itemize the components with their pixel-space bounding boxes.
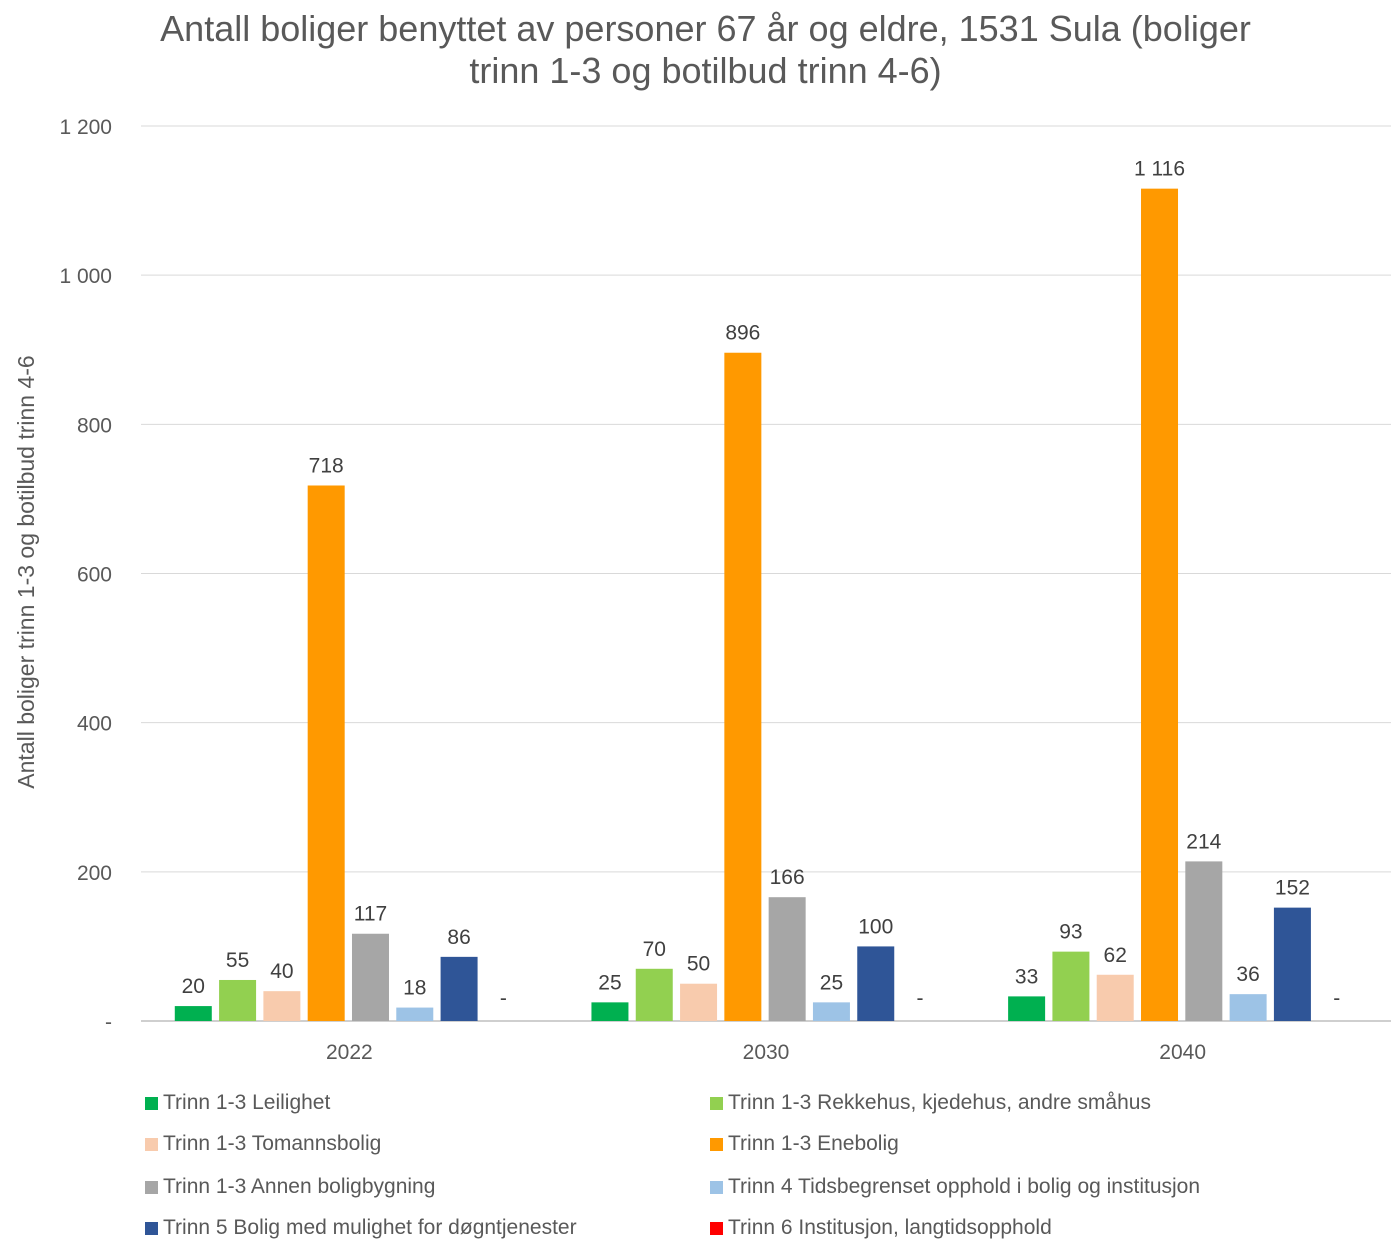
y-tick-label: -: [105, 1011, 112, 1034]
x-axis-ticks: 2022 2030 2040: [326, 1041, 1206, 1064]
data-label: 40: [270, 960, 293, 983]
data-label: 93: [1059, 921, 1082, 944]
bar: [1096, 974, 1134, 1021]
data-label: 896: [725, 322, 760, 345]
bars: [174, 188, 1311, 1021]
bar: [724, 352, 762, 1021]
bar: [396, 1007, 434, 1021]
data-label: 718: [309, 454, 344, 477]
y-axis-title: Antall boliger trinn 1-3 og botilbud tri…: [13, 355, 39, 788]
data-label: 20: [182, 975, 205, 998]
bar: [857, 946, 895, 1021]
data-label: 18: [403, 977, 426, 1000]
data-label: 117: [354, 903, 387, 926]
chart-title-line-2: trinn 1-3 og botilbud trinn 4-6): [469, 50, 942, 91]
data-label: 100: [858, 915, 893, 938]
data-label: 86: [447, 926, 470, 949]
gridlines: [141, 125, 1391, 1022]
bar: [174, 1006, 212, 1021]
data-label: 33: [1015, 965, 1038, 988]
bar: [1229, 994, 1267, 1021]
data-label: 1 116: [1134, 158, 1185, 181]
data-label: 152: [1275, 877, 1310, 900]
data-label: -: [917, 987, 924, 1010]
bar: [219, 979, 257, 1021]
bar: [307, 485, 345, 1021]
x-tick-label: 2022: [326, 1041, 373, 1064]
data-label: 36: [1236, 963, 1259, 986]
bar: [1185, 861, 1223, 1021]
bar: [635, 968, 673, 1021]
y-tick-label: 1 200: [59, 116, 112, 139]
bar: [440, 956, 478, 1021]
data-label: 166: [770, 866, 805, 889]
data-label: 25: [598, 971, 621, 994]
chart-title: Antall boliger benyttet av personer 67 å…: [0, 8, 1391, 92]
data-label: 25: [820, 971, 843, 994]
y-axis-ticks: - 200 400 600 800 1 000 1 200: [59, 116, 112, 1034]
bar: [680, 983, 718, 1021]
y-tick-label: 200: [77, 862, 112, 885]
y-tick-label: 1 000: [59, 265, 112, 288]
data-label: -: [500, 987, 507, 1010]
bar: [812, 1002, 850, 1021]
data-labels: 20 55 40 718 117 18 86 - 25 70 50 896 166 25 100 - 33 93 6…: [182, 158, 1341, 1010]
bar: [591, 1002, 629, 1021]
bar: [351, 933, 389, 1021]
bar: [1273, 907, 1311, 1021]
data-label: 55: [226, 949, 249, 972]
data-label: 70: [643, 938, 666, 961]
chart-title-line-1: Antall boliger benyttet av personer 67 å…: [160, 8, 1251, 49]
x-tick-label: 2030: [743, 1041, 790, 1064]
data-label: 50: [687, 953, 710, 976]
bar: [768, 897, 806, 1021]
y-tick-label: 800: [77, 414, 112, 437]
bar: [1052, 951, 1090, 1021]
data-label: 214: [1186, 830, 1221, 853]
bar: [1141, 188, 1179, 1021]
y-tick-label: 600: [77, 564, 112, 587]
y-tick-label: 400: [77, 713, 112, 736]
x-tick-label: 2040: [1159, 1041, 1206, 1064]
bar: [263, 991, 301, 1021]
data-label: 62: [1104, 944, 1127, 967]
data-label: -: [1333, 987, 1340, 1010]
bar: [1008, 996, 1046, 1021]
